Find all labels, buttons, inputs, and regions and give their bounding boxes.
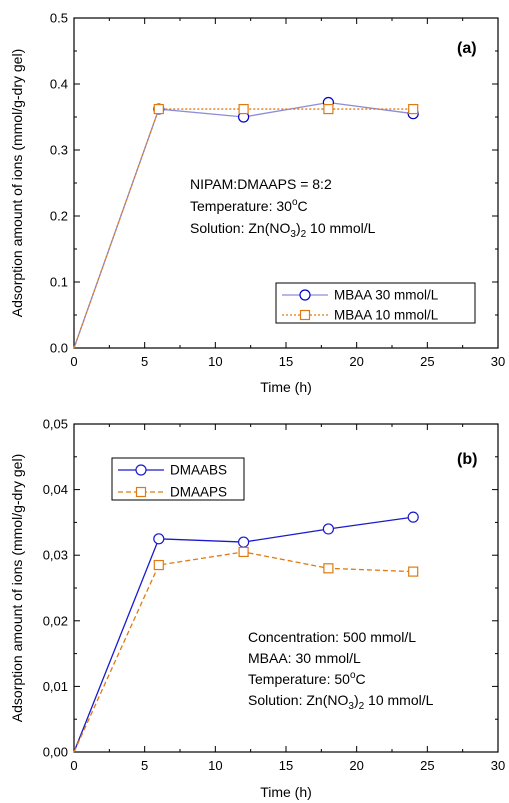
y-tick-label: 0,00: [43, 745, 68, 760]
y-tick-label: 0,04: [43, 482, 68, 497]
legend-marker-0: [135, 464, 147, 476]
x-tick-label: 20: [349, 758, 363, 773]
data-point-0: [238, 536, 250, 548]
data-point-1: [238, 103, 249, 115]
x-axis-title: Time (h): [260, 379, 312, 395]
data-point-0: [407, 511, 419, 523]
data-point-1: [153, 559, 164, 571]
y-tick-label: 0,02: [43, 613, 68, 628]
series-line-1: [73, 108, 414, 349]
panel-label: (a): [457, 40, 477, 57]
legend-label-0: MBAA 30 mmol/L: [334, 288, 439, 303]
data-point-1: [153, 103, 164, 115]
x-tick-label: 10: [208, 354, 222, 369]
panel-label: (b): [457, 451, 477, 468]
y-tick-label: 0.4: [50, 77, 68, 92]
y-tick-label: 0.0: [50, 341, 68, 356]
legend-label-1: DMAAPS: [170, 485, 227, 500]
x-axis-title: Time (h): [260, 784, 312, 800]
annotation-0: Concentration: 500 mmol/L: [248, 629, 416, 645]
x-tick-label: 25: [420, 354, 434, 369]
annotation-0: NIPAM:DMAAPS = 8:2: [190, 176, 332, 192]
legend-label-0: DMAABS: [170, 463, 227, 478]
y-tick-label: 0.5: [50, 11, 68, 26]
legend-marker-1: [299, 309, 311, 321]
data-point-1: [323, 103, 334, 115]
x-tick-label: 15: [279, 758, 293, 773]
data-point-1: [408, 103, 419, 115]
legend-marker-0: [299, 289, 311, 301]
y-tick-label: 0.1: [50, 275, 68, 290]
x-tick-label: 10: [208, 758, 222, 773]
annotation-1: MBAA: 30 mmol/L: [248, 650, 361, 666]
chart-panel-a: 0 5 10 15 20 25 30 0.0 0.1 0.2 0.3 0.4 0.5 Time (h) Ad…: [9, 11, 505, 396]
legend-marker-1: [135, 486, 147, 498]
chart-panel-b: 0 5 10 15 20 25 30 0,00 0,01 0,02 0,03 0,04 0,05 Time…: [9, 417, 505, 801]
data-point-1: [323, 563, 334, 574]
legend-label-1: MBAA 10 mmol/L: [334, 308, 439, 323]
y-tick-label: 0,03: [43, 548, 68, 563]
x-tick-label: 0: [70, 354, 77, 369]
x-tick-label: 30: [491, 758, 505, 773]
series-line-1: [73, 551, 414, 753]
legend-box: [111, 457, 245, 501]
x-tick-label: 30: [491, 354, 505, 369]
y-tick-label: 0,05: [43, 417, 68, 432]
data-point-1: [408, 566, 419, 577]
y-tick-label: 0,01: [43, 679, 68, 694]
data-point-1: [238, 546, 249, 558]
annotation-2: Solution: Zn(NO3)2 10 mmol/L: [190, 220, 376, 240]
data-point-0: [322, 523, 334, 535]
y-tick-label: 0.2: [50, 209, 68, 224]
x-tick-label: 15: [279, 354, 293, 369]
annotation-3: Solution: Zn(NO3)2 10 mmol/L: [248, 692, 434, 712]
y-axis-title: Adsorption amount of ions (mmol/g-dry ge…: [9, 49, 25, 317]
y-axis-title: Adsorption amount of ions (mmol/g-dry ge…: [9, 454, 25, 722]
annotation-1: Temperature: 30oC: [190, 197, 308, 214]
x-tick-label: 20: [349, 354, 363, 369]
data-point-0: [153, 533, 165, 545]
x-tick-label: 25: [420, 758, 434, 773]
annotation-2: Temperature: 50oC: [248, 670, 366, 687]
x-tick-label: 0: [70, 758, 77, 773]
x-tick-label: 5: [141, 758, 148, 773]
y-tick-label: 0.3: [50, 143, 68, 158]
x-tick-label: 5: [141, 354, 148, 369]
